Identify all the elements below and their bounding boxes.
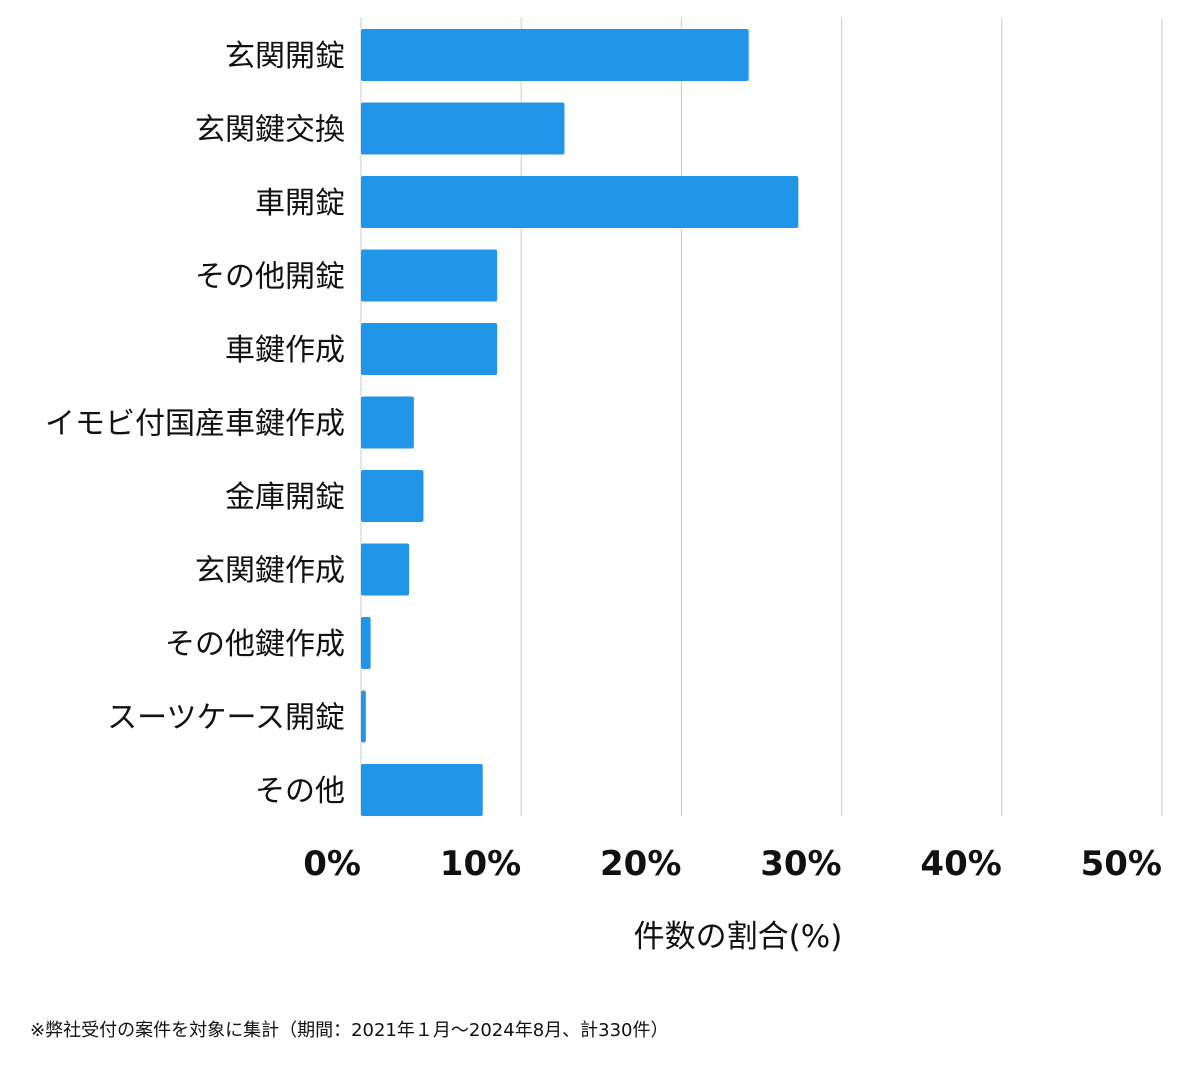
bar <box>361 249 498 302</box>
bar <box>361 176 799 228</box>
category-label: 玄関鍵交換 <box>195 113 345 148</box>
x-tick-label: 10% <box>440 844 521 884</box>
category-label: 玄関開錠 <box>225 39 345 74</box>
category-label: 玄関鍵作成 <box>195 554 345 589</box>
bar <box>361 323 498 375</box>
bar <box>361 764 483 816</box>
category-label: その他開錠 <box>195 260 345 295</box>
bar <box>361 470 424 522</box>
category-label: その他鍵作成 <box>165 627 345 662</box>
bar <box>361 29 749 81</box>
x-tick-label: 50% <box>1081 844 1162 884</box>
x-tick-label: 30% <box>760 844 841 884</box>
x-tick-label: 20% <box>600 844 681 884</box>
bar <box>361 617 371 669</box>
x-tick-label: 0% <box>303 844 361 884</box>
x-tick-label: 40% <box>920 844 1001 884</box>
category-label: その他 <box>255 774 345 809</box>
bar <box>361 690 366 743</box>
category-label: 車鍵作成 <box>225 333 345 368</box>
x-axis-label: 件数の割合(%) <box>634 919 843 955</box>
category-label: 金庫開錠 <box>225 480 345 515</box>
category-label: スーツケース開錠 <box>107 701 345 736</box>
category-label: 車開錠 <box>255 186 345 221</box>
bar <box>361 102 565 155</box>
bar <box>361 396 414 449</box>
bar-chart: 玄関開錠玄関鍵交換車開錠その他開錠車鍵作成イモビ付国産車鍵作成金庫開錠玄関鍵作成… <box>45 18 1163 955</box>
bar <box>361 543 410 596</box>
category-label: イモビ付国産車鍵作成 <box>45 407 345 442</box>
footnote: ※弊社受付の案件を対象に集計（期間：2021年１月〜2024年8月、計330件） <box>30 1020 669 1041</box>
